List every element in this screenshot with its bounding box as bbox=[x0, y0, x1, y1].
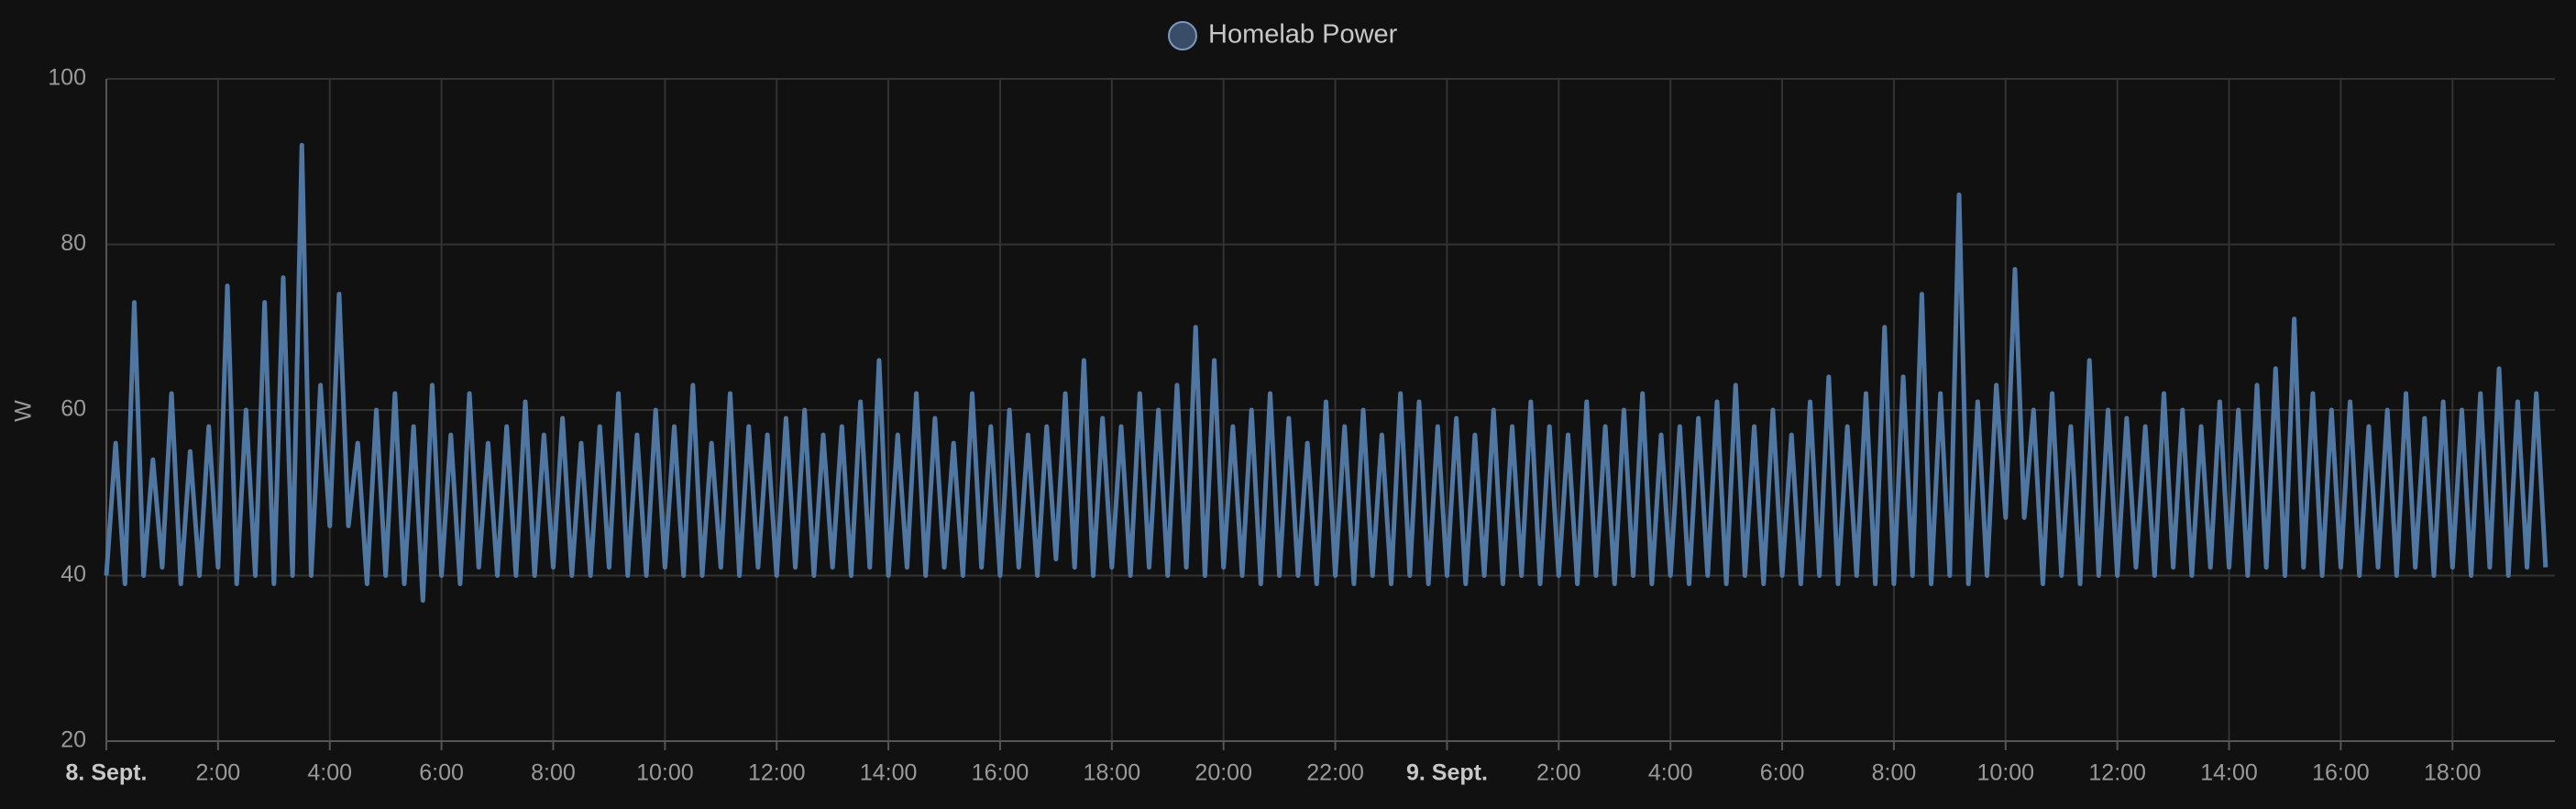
x-tick-label: 16:00 bbox=[972, 760, 1029, 786]
x-tick-label: 9. Sept. bbox=[1406, 760, 1488, 786]
x-tick-label: 8:00 bbox=[531, 760, 576, 786]
x-tick-label: 6:00 bbox=[419, 760, 464, 786]
x-tick-label: 22:00 bbox=[1306, 760, 1364, 786]
x-tick-label: 10:00 bbox=[636, 760, 694, 786]
x-tick-label: 14:00 bbox=[860, 760, 918, 786]
y-tick-label: 80 bbox=[61, 230, 86, 256]
x-tick-label: 18:00 bbox=[2424, 760, 2482, 786]
x-tick-label: 4:00 bbox=[307, 760, 352, 786]
x-tick-label: 8:00 bbox=[1872, 760, 1917, 786]
legend-marker bbox=[1168, 21, 1197, 50]
x-tick-label: 20:00 bbox=[1194, 760, 1252, 786]
x-tick-label: 12:00 bbox=[748, 760, 806, 786]
line-series bbox=[104, 142, 2548, 604]
x-tick-label: 6:00 bbox=[1760, 760, 1805, 786]
x-tick-label: 12:00 bbox=[2088, 760, 2146, 786]
x-tick-label: 4:00 bbox=[1648, 760, 1693, 786]
y-axis-label: W bbox=[11, 400, 37, 422]
legend-label: Homelab Power bbox=[1208, 20, 1398, 50]
x-tick-label: 2:00 bbox=[196, 760, 241, 786]
y-tick-label: 60 bbox=[61, 396, 86, 422]
x-tick-label: 8. Sept. bbox=[66, 760, 148, 786]
x-tick-label: 10:00 bbox=[1977, 760, 2035, 786]
y-tick-label: 20 bbox=[61, 727, 86, 753]
x-tick-label: 14:00 bbox=[2200, 760, 2258, 786]
y-tick-label: 40 bbox=[61, 561, 86, 587]
y-tick-label: 100 bbox=[48, 65, 86, 91]
x-tick-label: 18:00 bbox=[1084, 760, 1141, 786]
x-tick-label: 16:00 bbox=[2312, 760, 2370, 786]
x-tick-label: 2:00 bbox=[1536, 760, 1581, 786]
